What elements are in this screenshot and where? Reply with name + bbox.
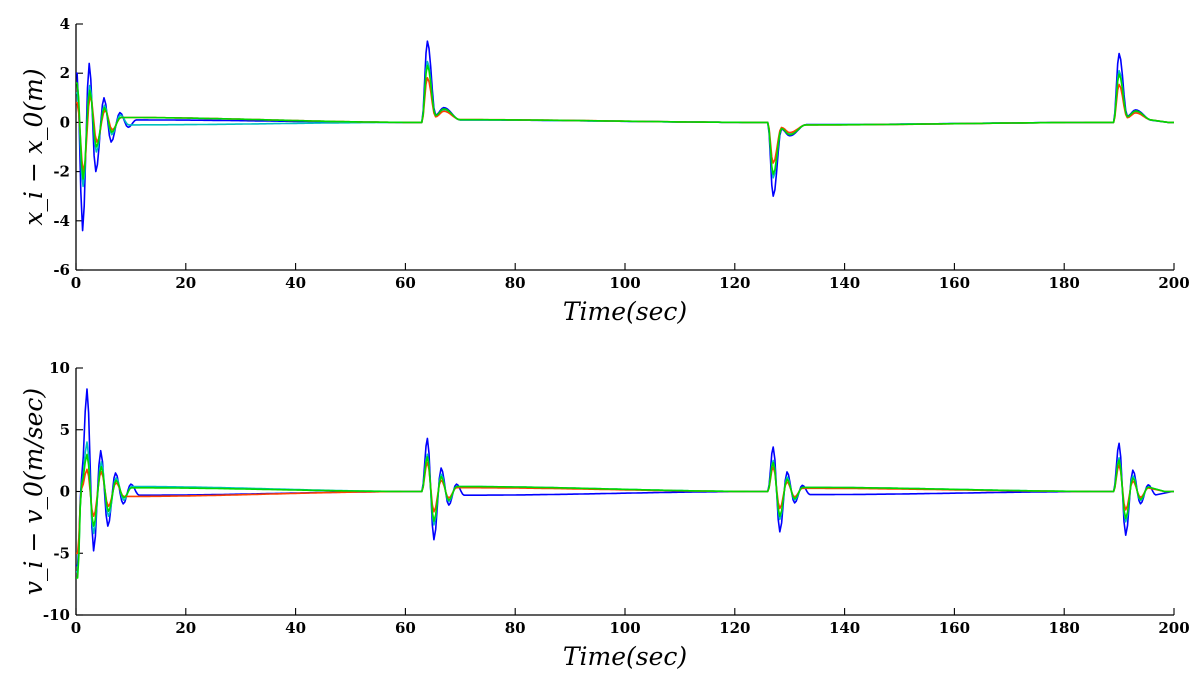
velocity-error-chart: 0 20 40 60 80 100 120 140 160 180 200 -10 -5 0 5 10 Time… xyxy=(19,359,1190,671)
series-line-1 xyxy=(75,40,1174,232)
x-tick-label: 0 xyxy=(71,619,81,637)
y-tick-label: -5 xyxy=(53,544,70,562)
y-tick-label: 0 xyxy=(60,483,70,501)
series-line-3 xyxy=(76,461,1174,555)
x-tick-label: 200 xyxy=(1158,274,1189,292)
x-tick-label: 80 xyxy=(505,274,526,292)
x-tick-label: 60 xyxy=(395,619,416,637)
position-error-chart: 0 20 40 60 80 100 120 140 160 180 200 -6 -4 -2 0 2 4 Time… xyxy=(19,15,1190,326)
x-tick-label: 60 xyxy=(395,274,416,292)
x-tick-label: 140 xyxy=(829,274,860,292)
x-axis-title: Time(sec) xyxy=(563,642,687,671)
x-tick-label: 40 xyxy=(285,619,306,637)
series-line-4 xyxy=(76,453,1174,579)
series-line-2 xyxy=(75,60,1174,188)
x-tick-label: 140 xyxy=(829,619,860,637)
y-tick-label: 10 xyxy=(49,359,70,377)
x-tick-label: 120 xyxy=(719,619,750,637)
y-axis-title: v_i − v_0(m/sec) xyxy=(19,388,48,595)
x-tick-label: 180 xyxy=(1049,619,1080,637)
x-tick-label: 160 xyxy=(939,274,970,292)
x-axis-title: Time(sec) xyxy=(563,297,687,326)
x-tick-label: 160 xyxy=(939,619,970,637)
x-tick-label: 100 xyxy=(609,274,640,292)
series-line-1 xyxy=(76,388,1174,567)
series-line-4 xyxy=(75,64,1174,180)
y-tick-label: -4 xyxy=(53,212,70,230)
x-tick-label: 100 xyxy=(609,619,640,637)
x-tick-label: 20 xyxy=(175,274,196,292)
x-tick-label: 0 xyxy=(71,274,81,292)
x-tick-label: 120 xyxy=(719,274,750,292)
y-tick-label: 2 xyxy=(60,64,70,82)
x-tick-label: 180 xyxy=(1049,274,1080,292)
x-tick-label: 40 xyxy=(285,274,306,292)
series-line-2 xyxy=(76,441,1174,573)
y-tick-label: -10 xyxy=(43,606,70,624)
x-tick-label: 20 xyxy=(175,619,196,637)
y-tick-label: 0 xyxy=(60,113,70,131)
x-tick-label: 80 xyxy=(505,619,526,637)
y-tick-label: -2 xyxy=(53,163,70,181)
y-tick-label: -6 xyxy=(53,261,70,279)
y-tick-label: 4 xyxy=(60,15,70,33)
y-axis-title: x_i − x_0(m) xyxy=(19,68,48,225)
y-tick-label: 5 xyxy=(60,421,70,439)
x-tick-label: 200 xyxy=(1158,619,1189,637)
